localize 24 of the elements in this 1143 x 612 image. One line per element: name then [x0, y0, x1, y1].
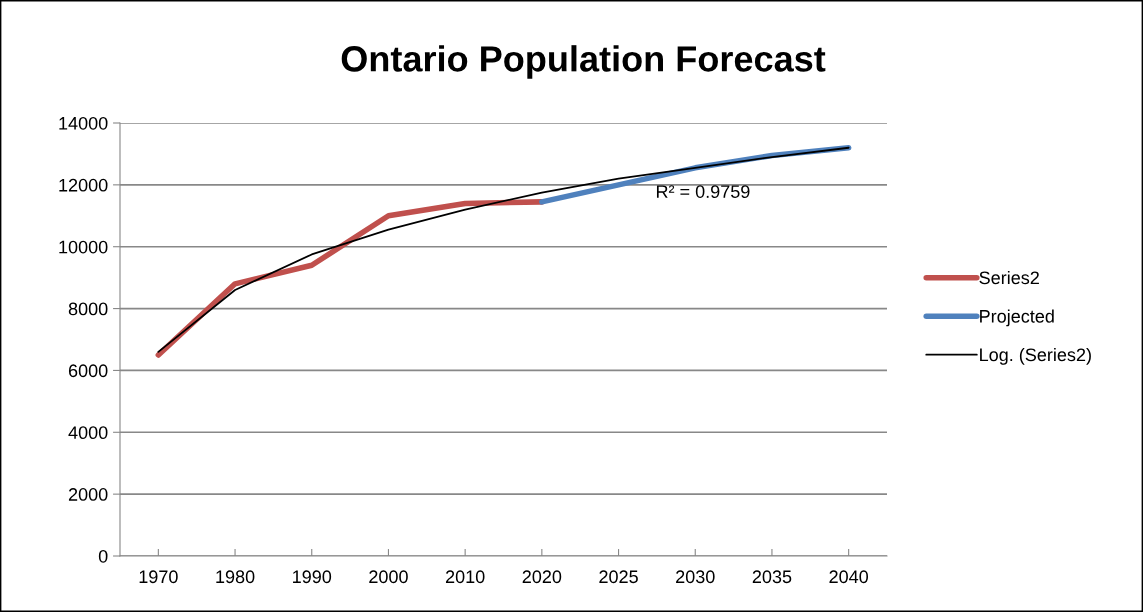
x-tick-label: 2000 — [369, 570, 408, 584]
y-tick-label: 4000 — [68, 426, 108, 440]
line-series — [157, 146, 850, 353]
y-tick-label: 8000 — [68, 302, 108, 316]
x-tick-label: 1980 — [216, 570, 255, 584]
y-tick-label: 0 — [98, 549, 108, 563]
x-tick-label: 2040 — [829, 570, 869, 584]
annotation: R² = 0.9759 — [656, 185, 750, 198]
y-tick-label: 10000 — [59, 240, 108, 254]
y-tick-label: 2000 — [68, 488, 108, 501]
x-tick-label: 2025 — [599, 570, 638, 584]
x-tick-label: 2035 — [752, 570, 792, 584]
x-tick-label: 2030 — [676, 570, 715, 584]
legend-label: Projected — [980, 309, 1054, 327]
legend-label: Series2 — [979, 270, 1039, 285]
y-tick-label: 6000 — [68, 364, 108, 378]
legend-label: Log. (Series2) — [980, 347, 1091, 365]
y-tick-label: 14000 — [59, 116, 108, 130]
x-tick-label: 2010 — [445, 570, 485, 584]
x-tick-label: 1990 — [293, 570, 332, 584]
chart-title: Ontario Population Forecast — [341, 45, 826, 79]
x-tick-label: 1970 — [139, 570, 178, 584]
y-tick-label: 12000 — [59, 178, 108, 192]
x-tick-label: 2020 — [522, 570, 562, 584]
